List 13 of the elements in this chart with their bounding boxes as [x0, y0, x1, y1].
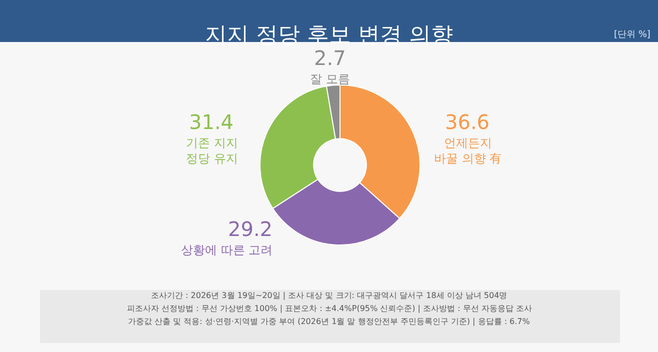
text: 피조사자 선정방법 : 무선 가상번호 100% | 표본오차 : ±4.4%P(95% 신뢰수준) | 조사방법 : 무선 자동응답 조사 — [127, 304, 532, 313]
slice-label: 상황에 따른 고려 — [181, 243, 273, 257]
text: [단위 %] — [614, 30, 650, 40]
slice-label: 언제든지 바꿀 의향 有 — [434, 136, 502, 166]
text: 조사기간 : 2026년 3월 19일~20일 | 조사 대상 및 크기: 대구광역시 달서구 18세 이상 남녀 504명 — [151, 291, 508, 300]
text: 가중값 산출 및 적용: 성·연령·지역별 가중 부여 (2026년 1월 말 행정안전부 주민등록인구 기준) | 응답률 : 6.7% — [128, 317, 530, 326]
slice-label: 기존 지지 정당 유지 — [186, 136, 238, 166]
chart-title: 지지 정당 후보 변경 의향 — [205, 23, 453, 48]
data-label: 36.6 — [445, 110, 490, 134]
data-label: 29.2 — [228, 217, 273, 241]
slice-label: 잘 모름 — [310, 72, 350, 86]
data-label: 2.7 — [314, 46, 346, 70]
data-label: 31.4 — [189, 110, 234, 134]
